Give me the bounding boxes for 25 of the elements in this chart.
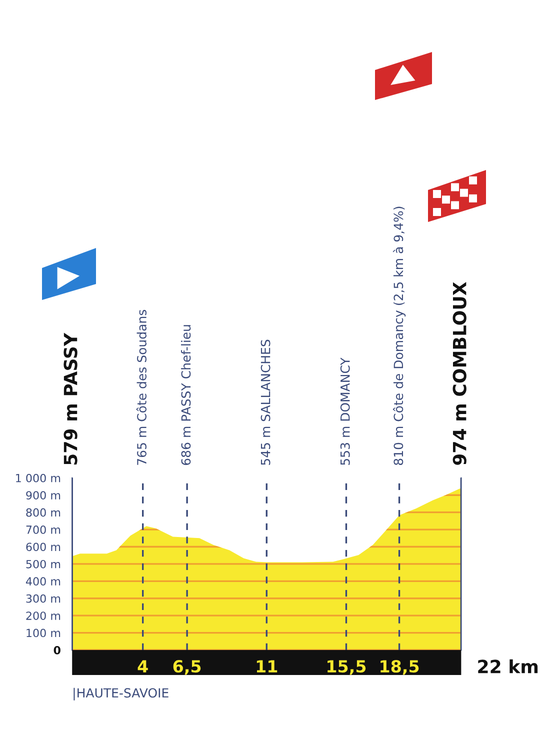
x-tick-label: 15,5: [328, 660, 366, 675]
y-tick-label: 300 m: [26, 594, 60, 603]
y-tick-label: 0: [54, 646, 60, 654]
ref-line-label: 686 m PASSY Chef-lieu: [181, 325, 191, 465]
y-tick-label: 1 000 m: [16, 474, 60, 482]
y-tick-label: 400 m: [26, 577, 60, 586]
x-tick-label: 18,5: [380, 660, 419, 675]
y-tick-label: 200 m: [26, 612, 60, 620]
x-axis-title: 22 km: [478, 659, 538, 674]
y-tick-label: 600 m: [26, 542, 60, 552]
x-tick-label: 4: [138, 660, 148, 672]
ref-line-label: 974 m COMBLOUX: [452, 282, 466, 465]
y-tick-label: 500 m: [26, 560, 60, 568]
x-tick-label: 6,5: [173, 660, 201, 675]
ref-line-label: 579 m PASSY: [64, 332, 78, 464]
ref-line-label: 765 m Côte des Soudans: [136, 310, 146, 465]
y-tick-label: 900 m: [26, 491, 60, 500]
ref-line-label: 553 m DOMANCY: [340, 358, 350, 465]
ref-line-label: 545 m SALLANCHES: [260, 340, 270, 465]
y-tick-label: 800 m: [26, 508, 60, 517]
y-tick-label: 700 m: [26, 526, 60, 534]
text: |HAUTE-SAVOIE: [74, 688, 168, 700]
ref-line-label: 810 m Côte de Domancy (2,5 km à 9,4%): [392, 206, 406, 466]
x-tick-label: 11: [256, 660, 278, 672]
y-tick-label: 100 m: [26, 628, 60, 638]
